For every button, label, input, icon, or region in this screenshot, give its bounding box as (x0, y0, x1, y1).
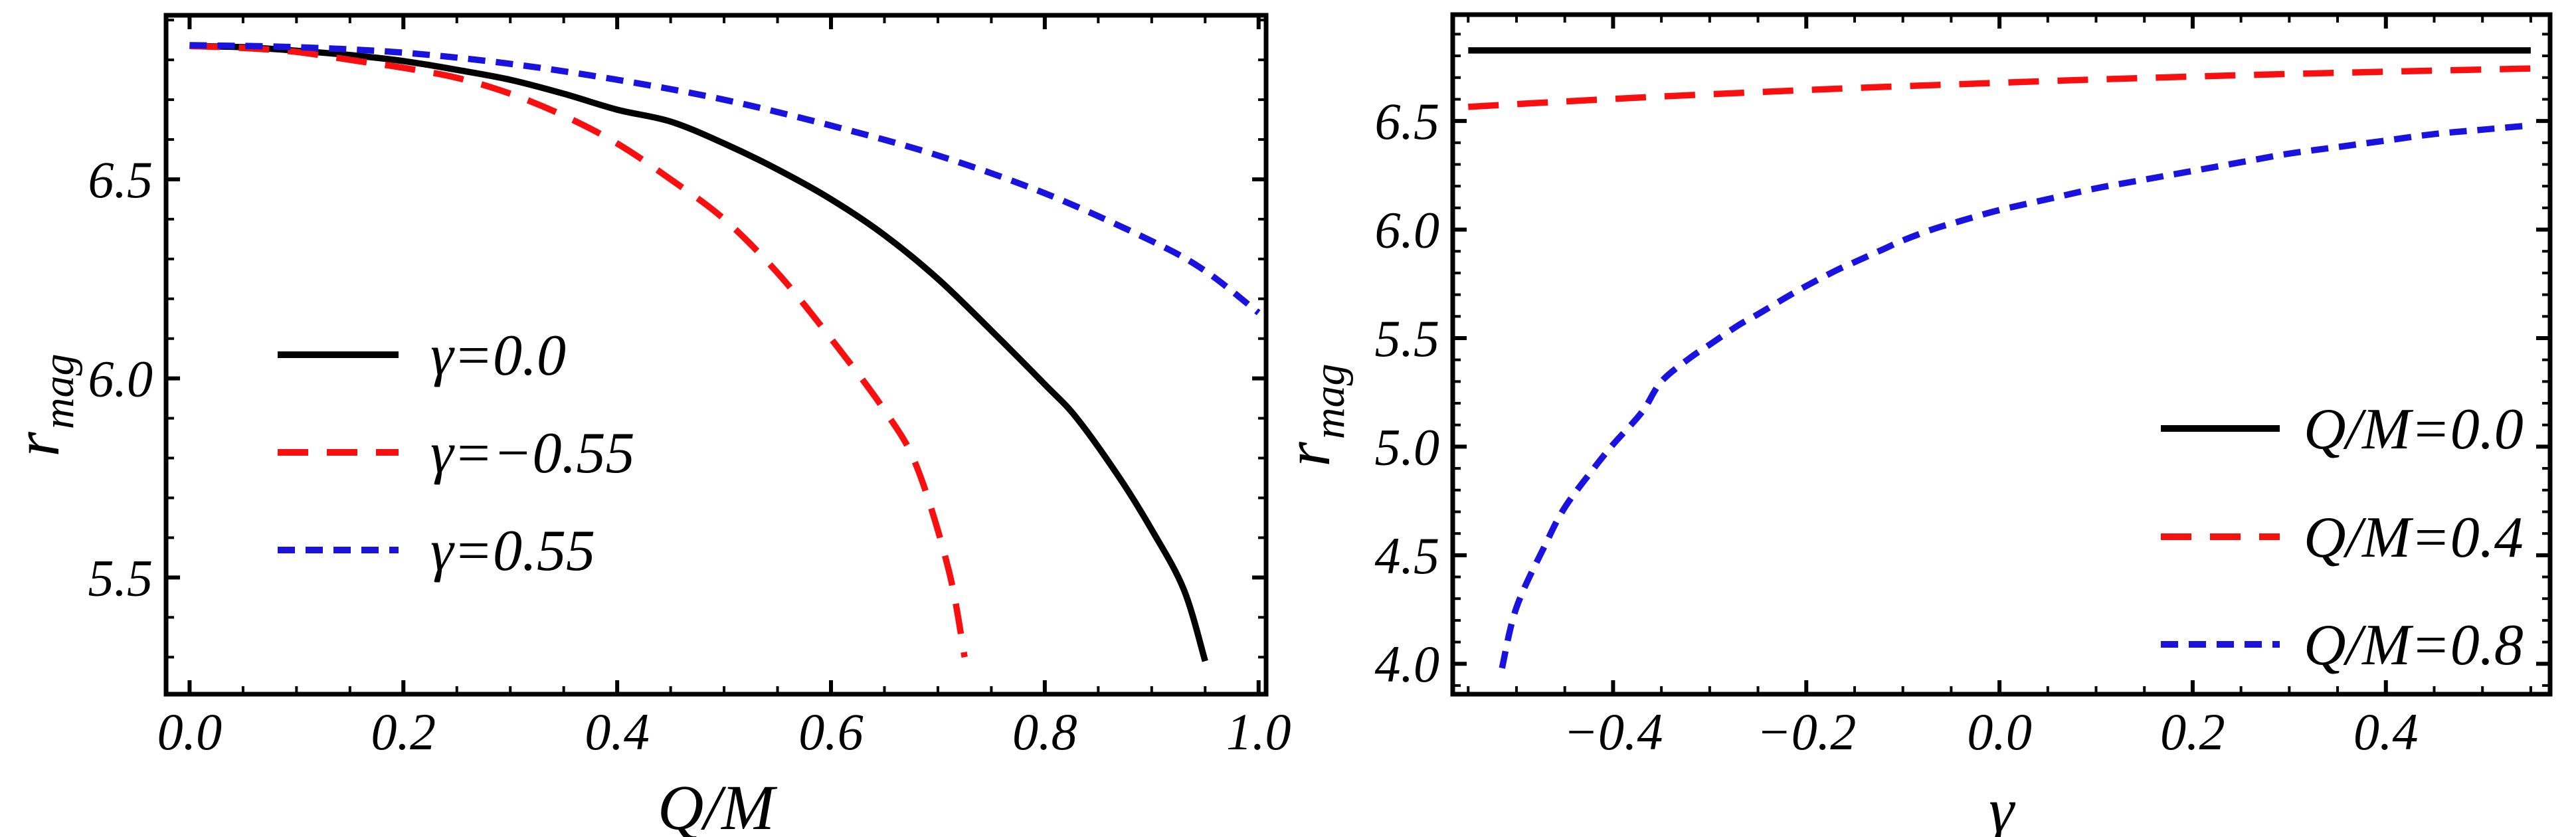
x-tick-label: −0.4 (1563, 703, 1663, 761)
y-tick-label: 5.5 (1375, 310, 1440, 367)
x-axis-label: Q/M (658, 772, 778, 837)
legend-label: γ=−0.55 (430, 421, 634, 486)
y-tick-label: 6.0 (88, 350, 153, 408)
x-tick-label: 0.0 (157, 703, 223, 761)
right-plot: −0.4 −0.2 0.0 0.2 0.4 4.0 4.5 5.0 5.5 6.0 6.5 γ rmag… (1272, 12, 2553, 837)
legend-label: Q/M=0.4 (2304, 506, 2524, 570)
x-tick-label: 0.2 (371, 703, 436, 761)
right-legend: Q/M=0.0 Q/M=0.4 Q/M=0.8 (2161, 397, 2524, 678)
y-axis-label: rmag (1, 353, 83, 456)
y-tick-label: 5.0 (1375, 418, 1440, 476)
x-tick-label: 1.0 (1226, 703, 1291, 761)
y-tick-label: 6.0 (1375, 201, 1440, 259)
x-tick-label: −0.2 (1756, 703, 1856, 761)
legend-label: Q/M=0.0 (2304, 397, 2524, 462)
plot-frame (1450, 12, 2553, 697)
x-tick-label: 0.4 (585, 703, 650, 761)
curve-Q/M=0.8 (1499, 122, 2531, 669)
curve-γ=0.0 (189, 43, 1208, 662)
legend-label: γ=0.0 (430, 324, 566, 388)
y-tick-label: 4.5 (1375, 527, 1440, 585)
curve-γ=0.55 (189, 42, 1261, 316)
x-tick-label: 0.8 (1012, 703, 1077, 761)
y-tick-label: 6.5 (88, 151, 153, 209)
left-legend: γ=0.0 γ=−0.55 γ=0.55 (278, 324, 634, 583)
x-tick-label: 0.6 (798, 703, 864, 761)
x-axis-label: γ (1989, 775, 2015, 837)
legend-label: γ=0.55 (430, 519, 595, 583)
x-tick-label: 0.2 (2160, 703, 2225, 761)
y-tick-label: 6.5 (1375, 92, 1440, 150)
x-tick-label: 0.4 (2353, 703, 2419, 761)
x-tick-label: 0.0 (1967, 703, 2032, 761)
y-tick-label: 4.0 (1375, 635, 1440, 693)
y-tick-label: 5.5 (88, 549, 153, 606)
legend-label: Q/M=0.8 (2304, 613, 2524, 678)
curve-Q/M=0.4 (1468, 65, 2531, 110)
curve-γ=−0.55 (189, 43, 968, 658)
y-axis-label: rmag (1272, 363, 1354, 466)
plot-frame (163, 13, 1269, 697)
